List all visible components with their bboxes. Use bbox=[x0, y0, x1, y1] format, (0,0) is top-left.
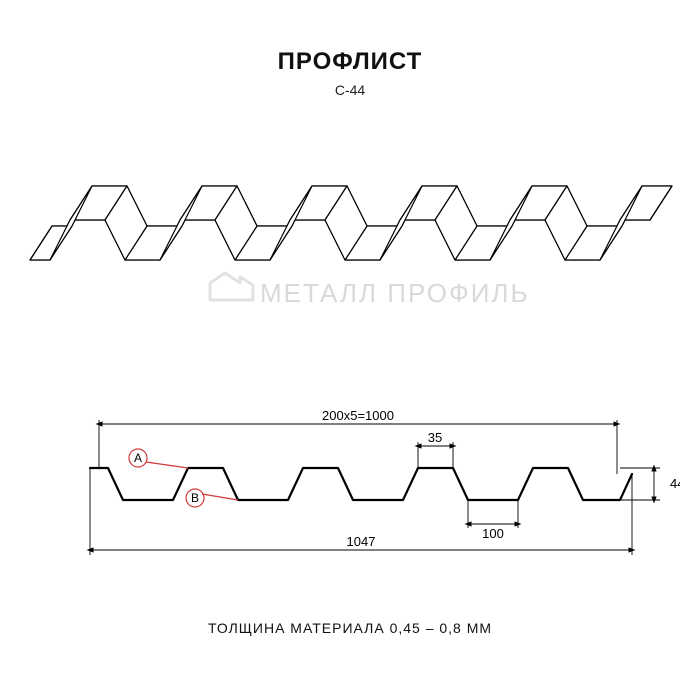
marker-a: A bbox=[134, 451, 142, 465]
page-title: ПРОФЛИСТ bbox=[0, 48, 700, 76]
dim-overall: 1047 bbox=[347, 534, 376, 549]
dim-valley: 100 bbox=[482, 526, 504, 541]
isometric-drawing bbox=[20, 150, 680, 290]
dim-gap-top: 35 bbox=[428, 430, 442, 445]
page-subtitle: С-44 bbox=[0, 82, 700, 98]
dim-height: 44 bbox=[670, 476, 680, 491]
dim-top-run: 200х5=1000 bbox=[322, 408, 394, 423]
cross-section-drawing: 200х5=1000 35 100 44 1047 A B bbox=[20, 380, 680, 580]
material-thickness-label: ТОЛЩИНА МАТЕРИАЛА 0,45 – 0,8 ММ bbox=[0, 620, 700, 636]
marker-b: B bbox=[191, 491, 199, 505]
